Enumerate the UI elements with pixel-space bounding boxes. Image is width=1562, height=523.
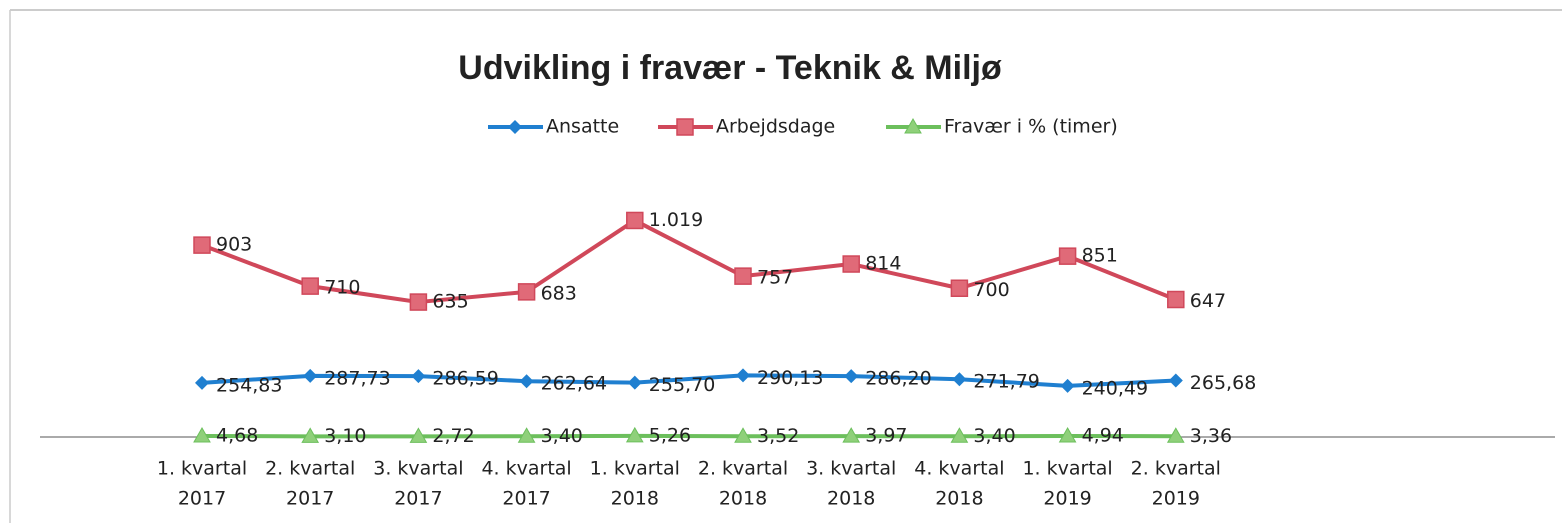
data-label: 254,83	[216, 374, 282, 396]
data-label: 271,79	[973, 371, 1039, 393]
data-label: 3,40	[973, 425, 1015, 447]
marker	[1058, 426, 1077, 443]
data-label: 262,64	[541, 373, 607, 395]
legend-marker	[508, 120, 522, 134]
marker	[842, 427, 861, 443]
chart-title: Udvikling i fravær - Teknik & Miljø	[458, 49, 1002, 87]
series-line	[201, 218, 1177, 305]
x-tick-label: 2017	[394, 488, 442, 510]
marker	[193, 426, 211, 443]
marker	[625, 426, 644, 443]
data-label: 255,70	[649, 374, 715, 396]
x-tick-label: 2018	[611, 488, 659, 510]
series-line	[201, 373, 1176, 388]
marker	[627, 375, 642, 390]
data-label: 683	[541, 282, 577, 304]
x-tick-label: 4. kvartal	[914, 458, 1004, 480]
data-label: 635	[432, 291, 468, 313]
x-tick-label: 2018	[935, 488, 983, 510]
data-label: 700	[973, 279, 1009, 301]
data-label: 286,20	[865, 368, 931, 390]
marker	[409, 427, 428, 443]
marker	[734, 427, 752, 443]
x-tick-label: 3. kvartal	[806, 458, 896, 480]
marker	[193, 236, 211, 254]
marker	[195, 375, 209, 390]
marker	[303, 368, 318, 383]
marker	[1167, 290, 1185, 309]
data-label: 240,49	[1082, 377, 1148, 399]
data-label: 647	[1190, 290, 1226, 312]
marker	[1058, 247, 1077, 265]
x-tick-label: 2017	[502, 488, 550, 510]
data-label: 265,68	[1190, 372, 1256, 394]
x-tick-label: 2018	[827, 488, 875, 510]
marker	[517, 283, 536, 301]
marker	[734, 267, 752, 285]
data-label: 2,72	[432, 425, 474, 447]
marker	[411, 369, 426, 384]
legend-label: Arbejdsdage	[716, 116, 835, 138]
legend-label: Ansatte	[546, 116, 619, 138]
data-label: 903	[216, 234, 252, 256]
data-label: 4,68	[216, 425, 258, 447]
marker	[301, 277, 319, 295]
marker	[950, 279, 969, 297]
data-label: 3,97	[865, 425, 907, 447]
marker	[519, 374, 534, 389]
legend-marker	[904, 117, 922, 134]
legend-marker	[676, 118, 694, 136]
x-tick-label: 3. kvartal	[373, 458, 463, 480]
data-label: 814	[865, 253, 901, 275]
x-tick-label: 2017	[178, 488, 226, 510]
x-tick-label: 2017	[286, 488, 334, 510]
marker	[626, 211, 644, 230]
marker	[950, 427, 969, 443]
data-label: 1.019	[649, 209, 703, 231]
data-label: 5,26	[649, 424, 691, 446]
marker	[952, 372, 967, 387]
marker	[736, 368, 750, 383]
marker	[409, 293, 428, 311]
x-tick-label: 1. kvartal	[157, 458, 247, 480]
data-label: 287,73	[324, 367, 390, 389]
x-tick-label: 4. kvartal	[481, 458, 571, 480]
data-label: 290,13	[757, 367, 823, 389]
marker	[1060, 378, 1075, 393]
data-label: 3,10	[324, 425, 366, 447]
data-label: 3,36	[1190, 425, 1232, 447]
data-label: 757	[757, 267, 793, 289]
x-tick-label: 2. kvartal	[265, 458, 355, 480]
marker	[844, 369, 859, 384]
x-tick-label: 1. kvartal	[590, 458, 680, 480]
data-label: 3,40	[541, 425, 583, 447]
data-label: 4,94	[1082, 424, 1124, 446]
x-tick-label: 1. kvartal	[1022, 458, 1112, 480]
series-line	[201, 433, 1176, 439]
x-tick-label: 2. kvartal	[698, 458, 788, 480]
data-label: 286,59	[432, 368, 498, 390]
data-label: 710	[324, 277, 360, 299]
marker	[1166, 427, 1185, 443]
x-tick-label: 2019	[1043, 488, 1091, 510]
x-tick-label: 2018	[719, 488, 767, 510]
x-tick-label: 2019	[1152, 488, 1200, 510]
data-label: 3,52	[757, 425, 799, 447]
marker	[301, 427, 320, 443]
data-label: 851	[1082, 245, 1118, 267]
marker	[842, 255, 860, 273]
legend-label: Fravær i % (timer)	[944, 116, 1118, 138]
marker	[517, 427, 536, 443]
marker	[1168, 373, 1183, 388]
x-tick-label: 2. kvartal	[1131, 458, 1221, 480]
